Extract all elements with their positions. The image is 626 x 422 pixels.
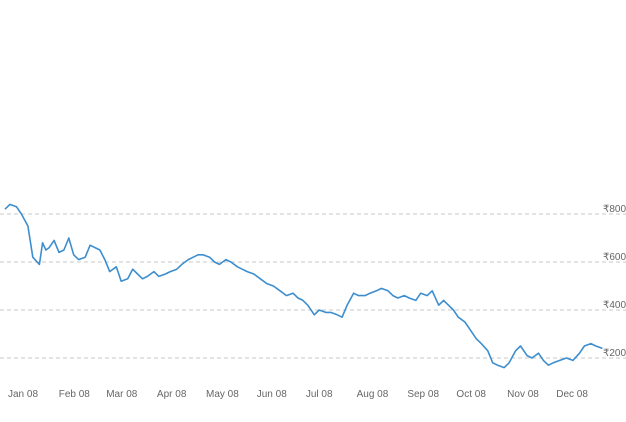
x-tick-label: Mar 08 bbox=[106, 389, 138, 400]
grid-layer bbox=[0, 213, 626, 359]
x-tick-label: Aug 08 bbox=[357, 389, 389, 400]
x-tick-label: Jun 08 bbox=[257, 389, 287, 400]
x-tick-label: Nov 08 bbox=[507, 389, 539, 400]
y-tick-label: ₹2000 bbox=[603, 348, 626, 359]
y-tick-label: ₹8000 bbox=[603, 204, 626, 215]
line-layer bbox=[4, 203, 603, 369]
y-axis-labels: ₹2000 ₹4000 ₹6000 ₹8000 bbox=[603, 204, 626, 359]
x-tick-label: Apr 08 bbox=[157, 389, 187, 400]
x-tick-label: Feb 08 bbox=[59, 389, 91, 400]
y-tick-label: ₹4000 bbox=[603, 300, 626, 311]
x-tick-label: Jan 08 bbox=[8, 389, 38, 400]
x-axis-labels: Jan 08 Feb 08 Mar 08 Apr 08 May 08 Jun 08 Jul … bbox=[8, 389, 588, 400]
x-tick-label: Jul 08 bbox=[306, 389, 333, 400]
y-tick-label: ₹6000 bbox=[603, 252, 626, 263]
x-tick-label: May 08 bbox=[206, 389, 239, 400]
x-tick-label: Oct 08 bbox=[456, 389, 486, 400]
x-tick-label: Sep 08 bbox=[407, 389, 439, 400]
series-line-0 bbox=[4, 203, 603, 369]
x-tick-label: Dec 08 bbox=[556, 389, 588, 400]
